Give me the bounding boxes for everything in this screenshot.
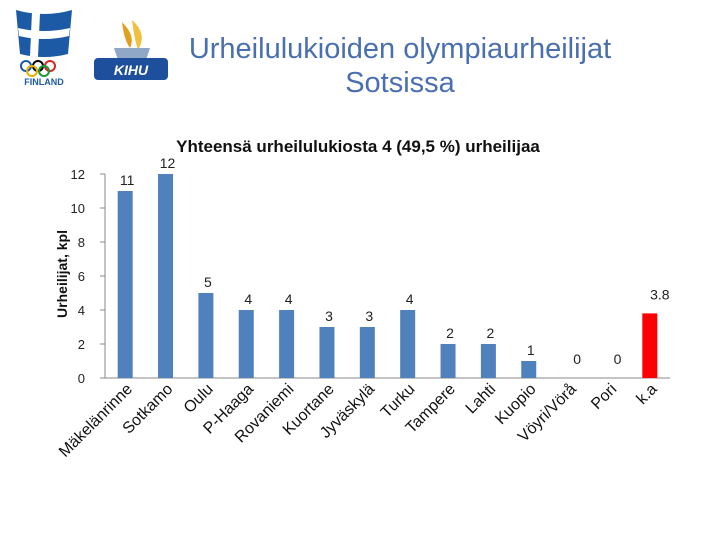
page-title: Urheilulukioiden olympiaurheilijat Sotsi… (130, 32, 670, 100)
y-tick-label: 12 (71, 167, 85, 182)
bar-lahti (480, 344, 496, 378)
category-label: k.a (634, 381, 661, 408)
kihu-logo-text: KIHU (114, 62, 149, 78)
data-label: 11 (120, 172, 135, 188)
y-tick-label: 10 (71, 201, 85, 216)
bar-p-haaga (238, 310, 254, 378)
bar-sotkamo (158, 174, 174, 378)
data-label: 2 (446, 325, 454, 341)
data-label: 0 (573, 351, 581, 367)
page-title-line-1: Urheilulukioiden olympiaurheilijat (188, 33, 612, 65)
bar-k-a (642, 313, 658, 378)
data-label: 4 (406, 291, 414, 307)
y-tick-label: 6 (78, 269, 85, 284)
bar-m-kel-nrinne (117, 191, 133, 378)
y-tick-label: 4 (78, 303, 85, 318)
data-label: 0 (614, 351, 622, 367)
chart-title: Yhteensä urheilulukiosta 4 (49,5 %) urhe… (176, 137, 540, 156)
bar-turku (400, 310, 416, 378)
bar-rovaniemi (279, 310, 295, 378)
y-axis-label: Urheilijat, kpl (54, 230, 70, 318)
kihu-logo: KIHU (94, 20, 168, 80)
data-label: 3.8 (650, 286, 670, 302)
y-tick-label: 8 (78, 235, 85, 250)
data-label: 3 (365, 308, 373, 324)
page-title-line-2: Sotsissa (345, 67, 455, 99)
bar-tampere (440, 344, 456, 378)
y-tick-label: 0 (78, 371, 85, 386)
data-label: 4 (285, 291, 293, 307)
y-tick-label: 2 (78, 337, 85, 352)
data-label: 2 (486, 325, 494, 341)
data-label: 1 (527, 342, 535, 358)
bar-oulu (198, 293, 214, 378)
data-label: 3 (325, 308, 333, 324)
finland-olympic-logo: FINLAND (16, 10, 72, 86)
data-label: 4 (244, 291, 252, 307)
category-label: Oulu (181, 381, 217, 417)
bar-jyv-skyl- (359, 327, 375, 378)
data-label: 5 (204, 274, 212, 290)
category-label: Pori (588, 381, 620, 413)
bar-kuopio (521, 361, 537, 378)
category-label: Lahti (463, 381, 500, 418)
bar-kuortane (319, 327, 335, 378)
data-label: 12 (160, 155, 176, 171)
finland-logo-text: FINLAND (24, 77, 64, 86)
